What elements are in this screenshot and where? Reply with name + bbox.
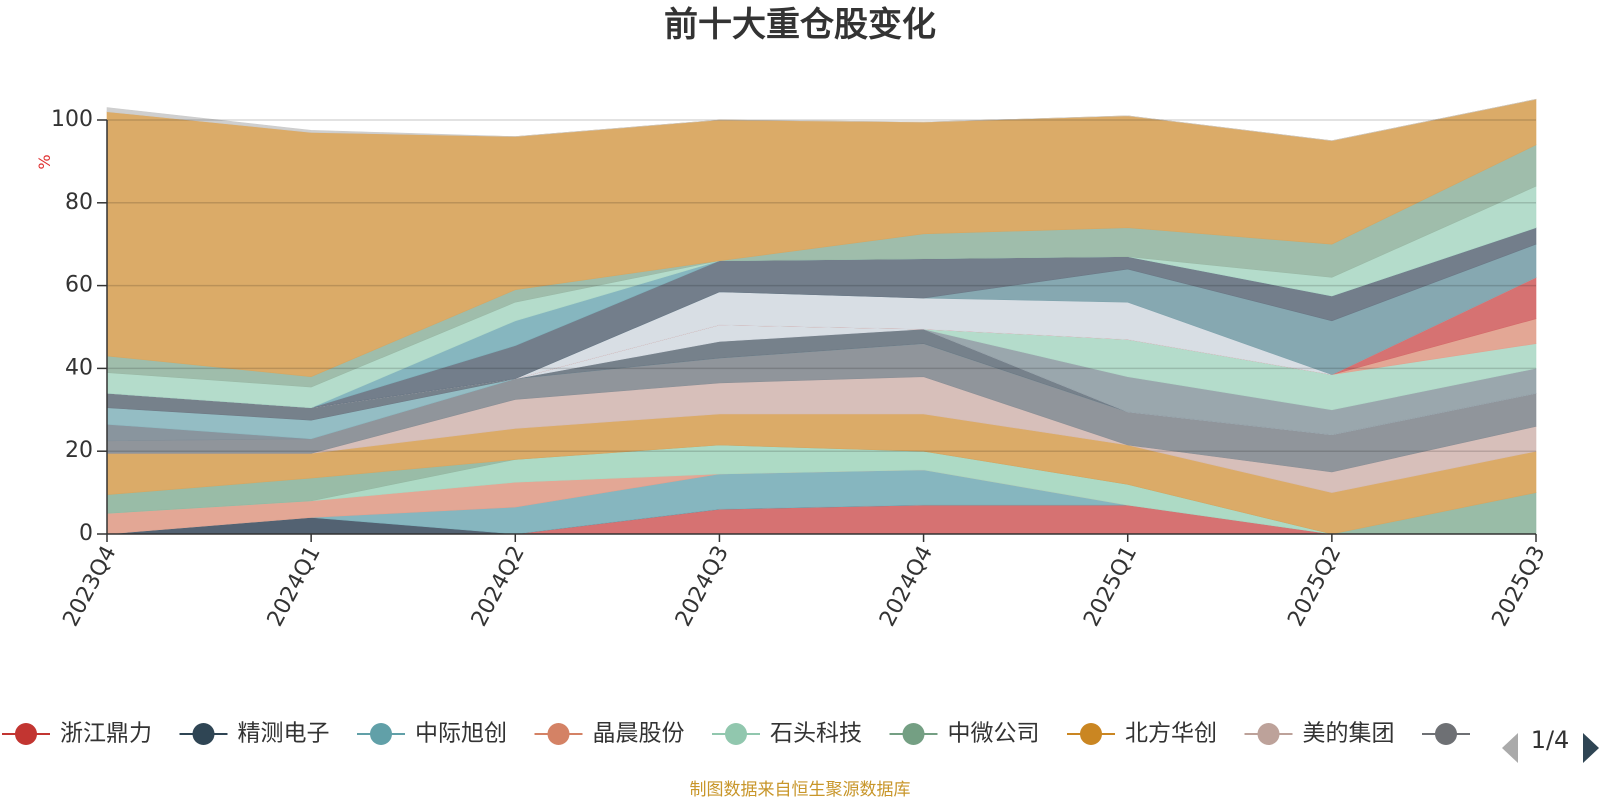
legend-dot-marker: [1257, 723, 1280, 745]
y-tick-label: 40: [65, 355, 93, 380]
x-tick-label: 2024Q4: [875, 542, 938, 631]
y-axis-unit-label: %: [35, 154, 54, 169]
legend-pager: 1/4: [1502, 726, 1599, 763]
y-tick-label: 80: [65, 190, 93, 215]
y-tick-label: 0: [79, 521, 93, 546]
legend-item-3[interactable]: 中际旭创: [357, 721, 507, 747]
legend-label: 多: [1480, 721, 1503, 747]
area-series-25: [106, 99, 1537, 142]
gridlines: [107, 119, 1536, 452]
legend-item-7[interactable]: 北方华创: [1067, 721, 1217, 747]
legend-dot-marker: [1080, 723, 1102, 745]
legend-item-9[interactable]: 多: [1422, 721, 1503, 747]
legend-label: 美的集团: [1303, 721, 1395, 747]
y-tick-label: 60: [65, 273, 93, 298]
x-tick-label: 2025Q1: [1079, 542, 1142, 631]
legend-dot-marker: [547, 723, 570, 745]
x-tick-label: 2025Q2: [1283, 542, 1346, 631]
legend-label: 中际旭创: [415, 721, 507, 747]
y-tick-label: 100: [51, 107, 93, 132]
x-tick-label: 2024Q2: [467, 542, 530, 631]
legend-dot-marker: [1435, 723, 1457, 745]
legend-item-5[interactable]: 石头科技: [712, 721, 862, 747]
legend-item-4[interactable]: 晶晨股份: [534, 721, 685, 747]
legend-dot-marker: [192, 723, 215, 745]
legend-item-8[interactable]: 美的集团: [1244, 721, 1395, 747]
legend-dot-marker: [370, 723, 392, 745]
legend-label: 北方华创: [1125, 721, 1217, 747]
x-tick-label: 2025Q3: [1488, 542, 1551, 631]
x-tick-label: 2024Q1: [263, 542, 326, 631]
legend-dot-marker: [15, 723, 37, 745]
legend-item-2[interactable]: 精测电子: [179, 721, 330, 747]
legend-label: 浙江鼎力: [60, 721, 152, 747]
chart-title: 前十大重仓股变化: [664, 5, 936, 45]
area-series-group: [106, 98, 1537, 535]
legend-label: 中微公司: [948, 721, 1040, 747]
x-tick-label: 2023Q4: [59, 542, 122, 631]
legend-page-indicator: 1/4: [1531, 726, 1570, 754]
data-source-credit: 制图数据来自恒生聚源数据库: [690, 780, 911, 800]
legend-next-page-button[interactable]: [1583, 733, 1599, 763]
legend-dot-marker: [902, 723, 925, 745]
legend-item-6[interactable]: 中微公司: [889, 721, 1040, 747]
y-tick-label: 20: [65, 438, 93, 463]
legend-label: 精测电子: [238, 721, 330, 747]
x-tick-label: 2024Q3: [671, 542, 734, 631]
legend-label: 石头科技: [770, 721, 862, 747]
legend-item-1[interactable]: 浙江鼎力: [2, 721, 152, 747]
legend: 浙江鼎力 精测电子 中际旭创 晶晨股份 石头科技 中微公司 北方华创 美的集团 多: [2, 721, 1503, 747]
legend-label: 晶晨股份: [593, 721, 685, 747]
legend-prev-page-button[interactable]: [1502, 733, 1518, 763]
legend-dot-marker: [725, 723, 747, 745]
